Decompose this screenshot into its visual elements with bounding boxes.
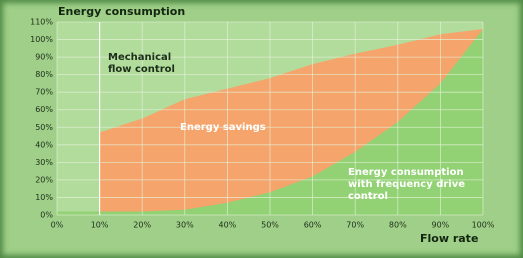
series-label: Energy consumption with frequency drive … (348, 167, 466, 202)
x-tick-label: 10% (91, 221, 109, 230)
x-axis-title: Flow rate (420, 232, 479, 245)
annotation: Energy savings (180, 122, 266, 133)
x-tick-label: 30% (176, 221, 194, 230)
area (57, 29, 483, 215)
y-tick-label: 10% (35, 193, 53, 202)
x-tick-label: 70% (346, 221, 364, 230)
y-tick-label: 50% (35, 123, 53, 132)
y-tick-label: 40% (35, 140, 53, 149)
y-tick-label: 70% (35, 88, 53, 97)
y-tick-label: 30% (35, 158, 53, 167)
series-label: Mechanical flow control (108, 52, 175, 75)
x-tick-label: 40% (219, 221, 237, 230)
x-tick-label: 80% (389, 221, 407, 230)
y-tick-label: 110% (30, 18, 53, 27)
x-tick-label: 20% (133, 221, 151, 230)
x-tick-label: 60% (304, 221, 322, 230)
y-tick-label: 80% (35, 70, 53, 79)
y-tick-label: 0% (40, 211, 53, 220)
x-tick-label: 90% (432, 221, 450, 230)
x-tick-label: 0% (51, 221, 64, 230)
y-tick-label: 100% (30, 35, 53, 44)
x-tick-label: 100% (472, 221, 495, 230)
y-tick-label: 90% (35, 53, 53, 62)
y-tick-label: 60% (35, 105, 53, 114)
y-axis-title: Energy consumption (58, 5, 186, 18)
x-tick-label: 50% (261, 221, 279, 230)
y-tick-label: 20% (35, 175, 53, 184)
